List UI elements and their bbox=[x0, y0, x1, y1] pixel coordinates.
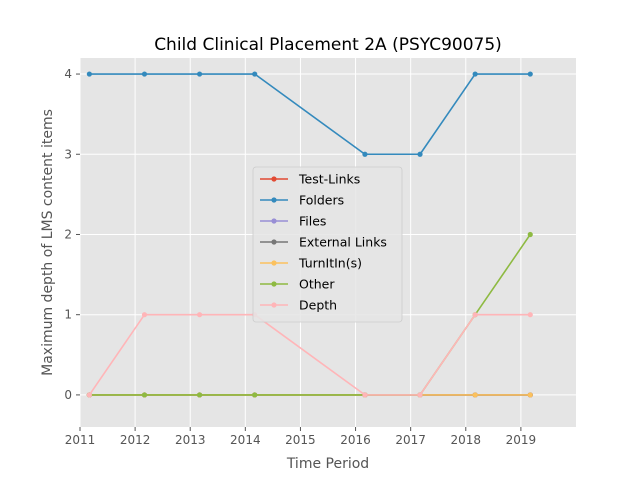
data-point-other bbox=[252, 392, 258, 398]
x-tick-label: 2012 bbox=[120, 433, 151, 447]
y-tick-label: 0 bbox=[64, 388, 72, 402]
data-point-depth bbox=[417, 392, 423, 398]
x-tick-label: 2017 bbox=[395, 433, 426, 447]
series-folders bbox=[86, 71, 533, 157]
x-tick-label: 2019 bbox=[506, 433, 537, 447]
x-tick-label: 2018 bbox=[451, 433, 482, 447]
legend-swatch-marker bbox=[271, 197, 277, 203]
x-tick-label: 2011 bbox=[65, 433, 96, 447]
legend-label: Other bbox=[299, 277, 335, 292]
legend-label: Folders bbox=[299, 193, 344, 208]
data-point-depth bbox=[86, 392, 92, 398]
data-point-folders bbox=[362, 151, 368, 157]
legend-item: External Links bbox=[260, 235, 387, 250]
legend-swatch-marker bbox=[271, 281, 277, 287]
legend-label: TurnItIn(s) bbox=[298, 256, 362, 271]
data-point-depth bbox=[141, 312, 148, 318]
data-point-folders bbox=[527, 71, 533, 77]
legend-item: TurnItIn(s) bbox=[260, 256, 362, 271]
legend-swatch-marker bbox=[271, 239, 277, 245]
data-point-other bbox=[196, 392, 203, 398]
data-point-folders bbox=[141, 71, 148, 77]
x-tick-label: 2014 bbox=[230, 433, 261, 447]
legend-swatch-marker bbox=[271, 218, 277, 224]
y-tick-label: 2 bbox=[64, 227, 72, 241]
y-tick-label: 4 bbox=[64, 67, 72, 81]
data-point-folders bbox=[86, 71, 92, 77]
y-ticks: 0 1 2 3 4 bbox=[64, 67, 80, 402]
x-tick-label: 2015 bbox=[285, 433, 316, 447]
data-point-turnitin-s bbox=[527, 392, 533, 398]
legend-label: Depth bbox=[299, 298, 337, 313]
y-tick-label: 3 bbox=[64, 147, 72, 161]
legend-box bbox=[252, 166, 403, 323]
y-tick-label: 1 bbox=[64, 308, 72, 322]
chart-title: Child Clinical Placement 2A (PSYC90075) bbox=[154, 35, 502, 55]
legend-item: Test-Links bbox=[260, 172, 360, 187]
x-axis-label: Time Period bbox=[286, 456, 369, 472]
x-tick-label: 2016 bbox=[340, 433, 371, 447]
y-axis-label: Maximum depth of LMS content items bbox=[40, 109, 56, 376]
data-point-folders bbox=[417, 151, 423, 157]
legend-label: Files bbox=[299, 214, 326, 229]
data-point-folders bbox=[196, 71, 203, 77]
legend-item: Folders bbox=[260, 193, 344, 208]
legend-item: Files bbox=[260, 214, 326, 229]
series-line-folders bbox=[89, 73, 531, 156]
x-tick-label: 2013 bbox=[175, 433, 206, 447]
data-point-folders bbox=[472, 71, 478, 77]
data-point-depth bbox=[196, 312, 203, 318]
legend-item: Other bbox=[260, 277, 335, 292]
data-point-depth bbox=[362, 392, 368, 398]
legend-swatch-marker bbox=[271, 302, 277, 308]
legend-label: Test-Links bbox=[298, 172, 360, 187]
data-point-turnitin-s bbox=[472, 392, 478, 398]
data-point-depth bbox=[472, 312, 478, 318]
data-point-folders bbox=[252, 71, 258, 77]
x-ticks: 2011 2012 2013 2014 2015 2016 2017 2018 2019 bbox=[65, 427, 536, 447]
legend-item: Depth bbox=[260, 298, 337, 313]
data-point-other bbox=[141, 392, 148, 398]
legend-label: External Links bbox=[299, 235, 387, 250]
data-point-other bbox=[527, 231, 533, 238]
data-point-depth bbox=[527, 312, 533, 318]
legend-swatch-marker bbox=[271, 176, 277, 182]
legend: Test-Links Folders Files External Links Turn… bbox=[252, 166, 403, 323]
series-line-depth bbox=[88, 313, 531, 396]
legend-swatch-marker bbox=[271, 260, 277, 266]
